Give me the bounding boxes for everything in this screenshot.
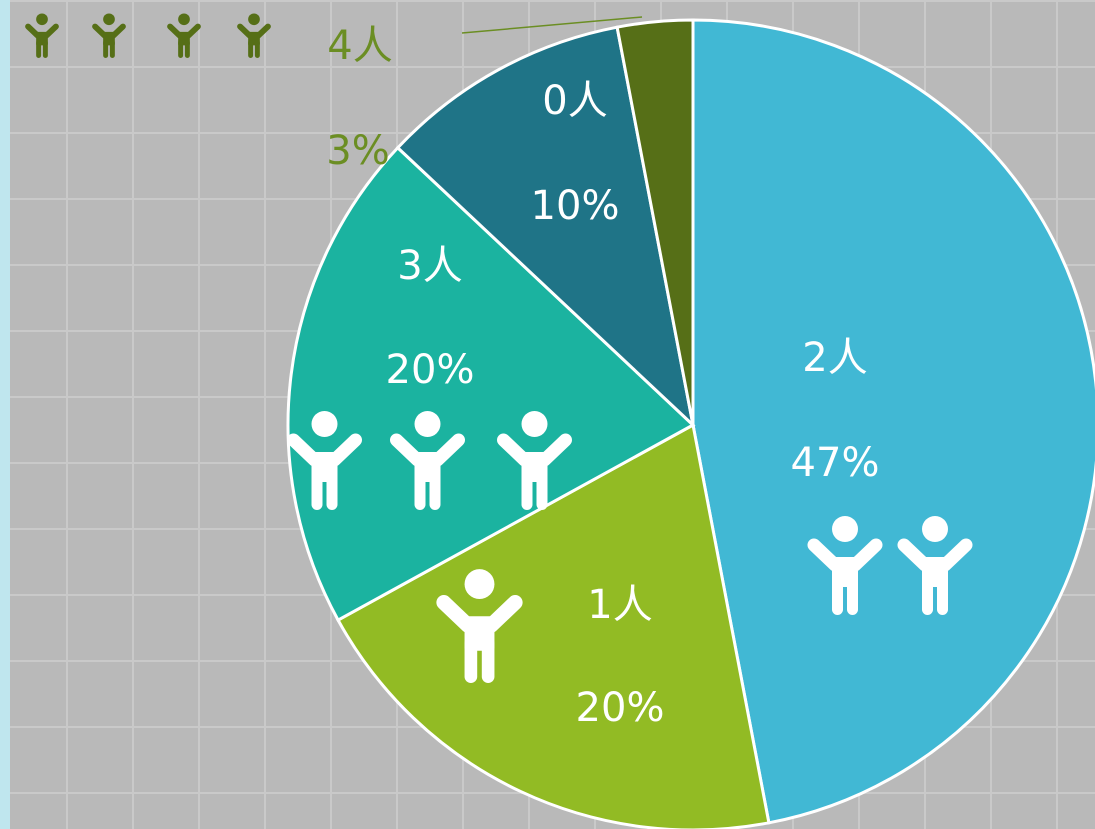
leader-line (461, 16, 643, 34)
pie-slice (615, 18, 695, 426)
pie (286, 18, 1095, 829)
slice-value-label: 10% (531, 183, 620, 229)
pie-slice (691, 18, 1095, 825)
slice-value-label: 3% (326, 128, 389, 174)
slice-value-label: 20% (576, 685, 665, 731)
pie-slice (336, 422, 771, 829)
slice-label: 1人 (587, 582, 652, 628)
pie-slice (286, 145, 696, 623)
slice-label: 0人 (542, 78, 607, 124)
slice-value-label: 20% (386, 347, 475, 393)
slice-label: 2人 (802, 335, 867, 381)
slice-value-label: 47% (791, 440, 880, 486)
side-strip (0, 0, 10, 829)
slice-label: 3人 (397, 243, 462, 289)
pie-slice (395, 25, 696, 430)
slice-label: 4人 (327, 23, 392, 69)
